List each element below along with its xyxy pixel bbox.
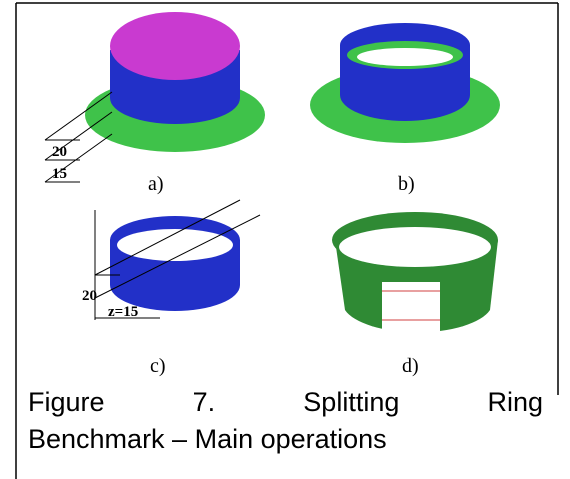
dimension-label: 20 — [52, 144, 67, 160]
panel-c-shape — [95, 200, 260, 320]
panel-label: c) — [150, 355, 166, 377]
caption-line: Figure 7. Splitting Ring — [28, 384, 543, 421]
caption: Figure 7. Splitting Ring Benchmark – Mai… — [28, 384, 543, 458]
panel-label: d) — [402, 355, 419, 377]
dimension-label: 20 — [82, 288, 97, 304]
page: 20 15 a) b) 20 z=15 c) d) — [0, 0, 570, 479]
panel-label: b) — [398, 173, 415, 195]
panel-label: a) — [148, 173, 164, 195]
dimension-label: z=15 — [108, 304, 138, 320]
dimension-label: 15 — [52, 166, 67, 182]
caption-line: Benchmark – Main operations — [28, 421, 543, 458]
panel-a-shape — [45, 12, 265, 182]
panel-b-shape — [310, 23, 500, 143]
panel-d-shape — [332, 212, 498, 334]
